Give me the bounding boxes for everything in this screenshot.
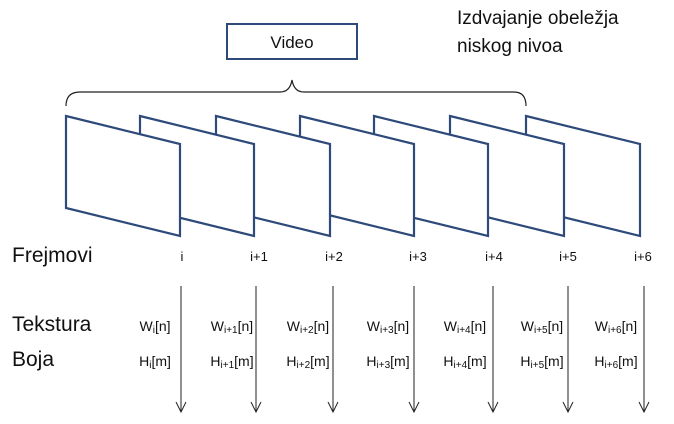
- texture-feature: Wi+2[n]: [287, 318, 329, 336]
- texture-feature: Wi+5[n]: [521, 318, 563, 336]
- video-frame: [64, 114, 182, 238]
- frame-index-label: i+3: [409, 249, 427, 264]
- arrow-head: [638, 401, 650, 414]
- row-label-texture: Tekstura: [12, 313, 92, 336]
- arrow-head: [408, 401, 420, 414]
- arrow-head: [250, 401, 262, 414]
- color-feature: Hi+3[m]: [366, 353, 409, 371]
- frame-index-label: i+5: [559, 249, 577, 264]
- color-feature: Hi+2[m]: [286, 353, 329, 371]
- arrow-head: [327, 401, 339, 414]
- frame-index-label: i+6: [634, 249, 652, 264]
- video-label: Video: [270, 33, 313, 52]
- annotation-line-2: niskog nivoa: [457, 36, 563, 57]
- frame-index-label: i+1: [250, 249, 268, 264]
- video-frames: [64, 114, 642, 238]
- arrow-head: [487, 401, 499, 414]
- arrow-head: [175, 401, 187, 414]
- frame-columns: i Wi[n] Hi[m] i+1 Wi+1[n] Hi+1[m] i+2 Wi+2[n] Hi…: [139, 249, 652, 414]
- frame-index-label: i+4: [485, 249, 503, 264]
- texture-feature: Wi+1[n]: [211, 318, 253, 336]
- color-feature: Hi+4[m]: [443, 353, 486, 371]
- color-feature: Hi+1[m]: [210, 353, 253, 371]
- color-feature: Hi[m]: [139, 353, 171, 371]
- frame-index-label: i: [181, 249, 184, 264]
- row-label-color: Boja: [12, 348, 54, 371]
- texture-feature: Wi+3[n]: [367, 318, 409, 336]
- row-label-frames: Frejmovi: [12, 244, 93, 267]
- color-feature: Hi+5[m]: [520, 353, 563, 371]
- arrow-head: [562, 401, 574, 414]
- annotation-line-1: Izdvajanje obeležja: [457, 8, 619, 29]
- texture-feature: Wi[n]: [139, 318, 170, 336]
- texture-feature: Wi+6[n]: [595, 318, 637, 336]
- frame-index-label: i+2: [325, 249, 343, 264]
- grouping-brace: [65, 79, 527, 107]
- color-feature: Hi+6[m]: [594, 353, 637, 371]
- video-box: [226, 23, 358, 60]
- texture-feature: Wi+4[n]: [444, 318, 486, 336]
